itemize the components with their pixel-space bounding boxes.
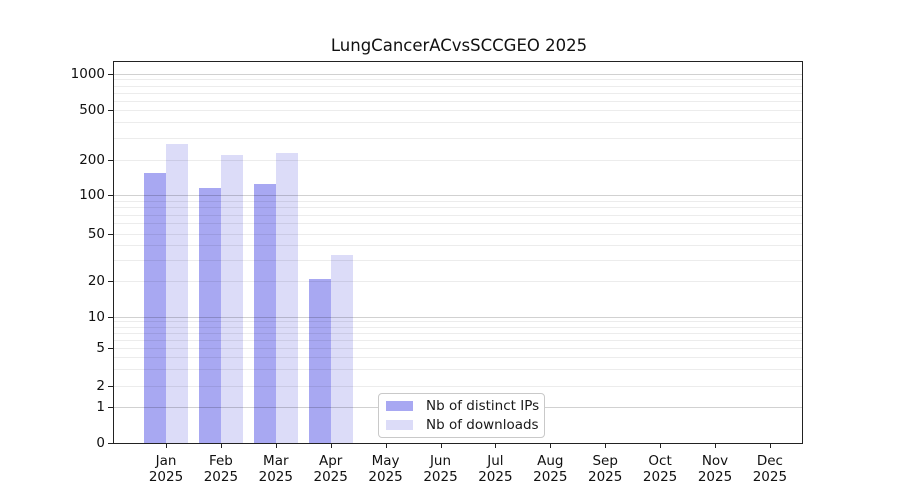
gridline-minor	[114, 137, 802, 139]
y-tick-mark	[108, 110, 113, 112]
bar-jan-downloads	[166, 143, 188, 443]
legend-item-distinct-ips: Nb of distinct IPs	[379, 397, 544, 415]
x-tick-mark	[440, 444, 442, 448]
bar-jan-distinct-ips	[144, 172, 166, 443]
x-tick-mark	[495, 444, 497, 448]
gridline-minor	[114, 122, 802, 124]
bar-apr-distinct-ips	[308, 278, 331, 443]
legend-swatch-icon	[386, 401, 413, 411]
x-tick-mark	[660, 444, 662, 448]
y-tick-label-2: 2	[96, 377, 105, 394]
x-tick-mark	[166, 444, 167, 448]
y-tick-mark	[108, 159, 113, 161]
y-tick-label-1000: 1000	[70, 65, 105, 82]
bar-feb-downloads	[220, 154, 243, 443]
y-tick-label-500: 500	[79, 102, 105, 119]
bar-mar-distinct-ips	[253, 183, 276, 443]
legend-swatch-icon	[386, 420, 413, 430]
y-tick-label-100: 100	[79, 186, 105, 203]
legend: Nb of distinct IPs Nb of downloads	[378, 393, 545, 438]
gridline-minor	[114, 214, 802, 216]
gridline-minor	[114, 200, 802, 202]
x-tick-label-aug: Aug 2025	[533, 453, 568, 485]
grid-layer	[114, 62, 802, 443]
y-tick-mark	[108, 233, 113, 235]
x-tick-label-jul: Jul 2025	[478, 453, 513, 485]
y-tick-mark	[108, 406, 113, 408]
gridline-minor	[114, 223, 802, 225]
y-tick-label-10: 10	[87, 308, 105, 325]
x-tick-label-feb: Feb 2025	[203, 453, 239, 485]
x-tick-label-oct: Oct 2025	[642, 453, 678, 485]
plot-area	[113, 61, 803, 444]
legend-item-downloads: Nb of downloads	[379, 416, 544, 434]
bars-layer	[114, 62, 802, 443]
gridline-10	[114, 316, 802, 318]
gridline-minor	[114, 321, 802, 323]
gridline-100	[114, 194, 802, 196]
gridline-minor	[114, 79, 802, 81]
gridline-minor	[114, 100, 802, 102]
y-tick-mark	[108, 73, 113, 75]
y-tick-mark	[108, 281, 113, 283]
legend-label: Nb of downloads	[426, 417, 539, 433]
x-tick-label-mar: Mar 2025	[258, 453, 293, 485]
y-tick-mark	[108, 385, 113, 387]
gridline-minor	[114, 233, 802, 235]
gridline-minor	[114, 385, 802, 387]
y-tick-mark	[108, 194, 113, 196]
x-tick-mark	[550, 444, 552, 448]
x-tick-label-jun: Jun 2025	[423, 453, 458, 485]
chart-title: LungCancerACvsSCCGEO 2025	[330, 36, 588, 55]
gridline-minor	[114, 207, 802, 209]
gridline-minor	[114, 92, 802, 94]
x-tick-mark	[330, 444, 332, 448]
gridline-minor	[114, 326, 802, 328]
gridline-minor	[114, 159, 802, 161]
x-tick-mark	[275, 444, 277, 448]
gridline-minor	[114, 369, 802, 370]
y-tick-mark	[108, 348, 113, 350]
x-tick-label-sep: Sep 2025	[588, 453, 623, 485]
gridline-minor	[114, 245, 802, 247]
x-tick-mark	[220, 444, 222, 448]
gridline-1000	[114, 73, 802, 75]
x-tick-mark	[385, 444, 387, 448]
y-tick-mark	[108, 443, 113, 444]
x-tick-mark	[715, 444, 716, 448]
gridline-minor	[114, 357, 802, 359]
y-tick-mark	[108, 316, 113, 318]
y-tick-label-5: 5	[96, 340, 105, 357]
x-tick-label-may: May 2025	[368, 453, 403, 485]
gridline-minor	[114, 85, 802, 87]
gridline-minor	[114, 332, 802, 334]
x-tick-label-nov: Nov 2025	[697, 453, 733, 485]
bar-apr-downloads	[330, 255, 353, 443]
gridline-minor	[114, 339, 802, 341]
x-tick-label-jan: Jan 2025	[148, 453, 184, 485]
x-tick-label-dec: Dec 2025	[752, 453, 788, 485]
x-tick-label-apr: Apr 2025	[313, 453, 348, 485]
gridline-minor	[114, 110, 802, 112]
y-tick-label-20: 20	[87, 273, 105, 290]
y-tick-label-1: 1	[96, 398, 105, 415]
gridline-minor	[114, 260, 802, 262]
bar-mar-downloads	[275, 153, 298, 443]
legend-label: Nb of distinct IPs	[426, 398, 540, 414]
x-tick-mark	[769, 444, 771, 448]
x-tick-mark	[605, 444, 607, 448]
gridline-minor	[114, 348, 802, 350]
gridline-minor	[114, 281, 802, 283]
y-tick-label-50: 50	[87, 225, 105, 242]
y-tick-label-200: 200	[79, 151, 105, 168]
y-tick-label-0: 0	[96, 435, 105, 451]
bar-feb-distinct-ips	[198, 187, 221, 443]
